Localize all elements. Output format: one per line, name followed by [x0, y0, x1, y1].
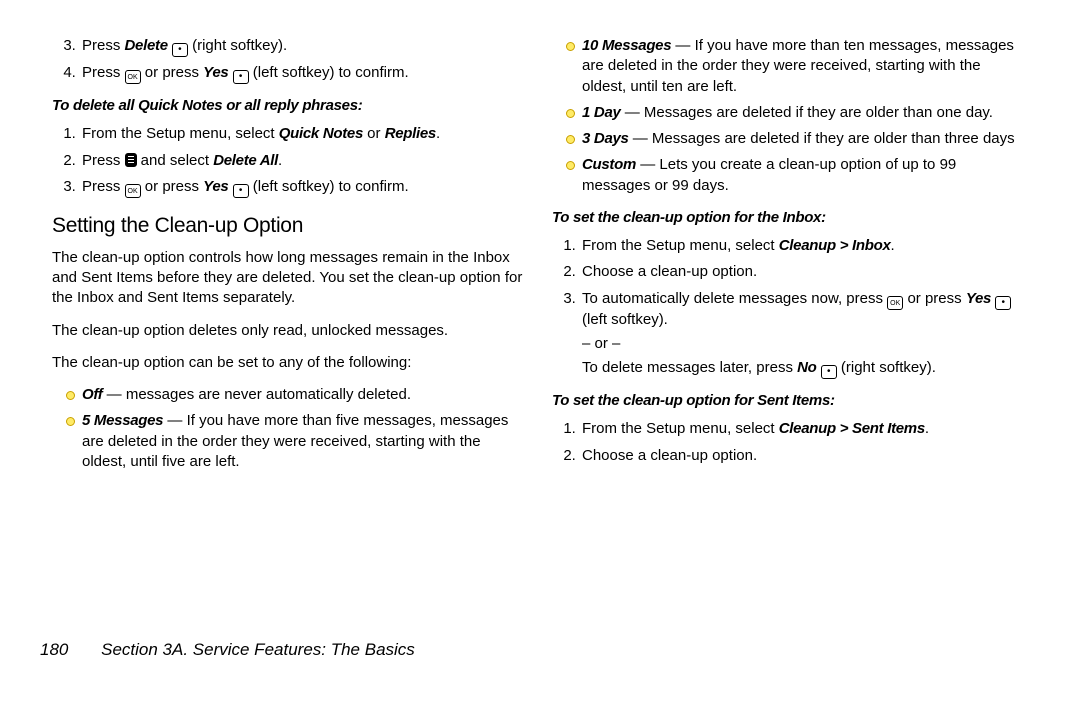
bold-label: 10 Messages	[582, 37, 671, 54]
section-heading: Setting the Clean-up Option	[52, 214, 528, 238]
text: — Lets you create a clean-up option of u…	[582, 156, 956, 193]
or-separator: – or –	[582, 334, 1028, 354]
list-item: From the Setup menu, select Cleanup > Se…	[580, 419, 1028, 439]
bold-label: Yes	[966, 290, 991, 307]
subheading: To set the clean-up option for the Inbox…	[552, 208, 1028, 228]
text: or press	[903, 290, 966, 307]
list-item: 5 Messages — If you have more than five …	[66, 411, 528, 472]
text: .	[278, 152, 282, 169]
bold-label: Cleanup > Inbox	[779, 237, 891, 254]
paragraph: The clean-up option can be set to any of…	[52, 353, 528, 373]
text: Press	[82, 64, 125, 81]
page-footer: 180 Section 3A. Service Features: The Ba…	[0, 640, 1080, 660]
bold-label: Delete	[125, 37, 168, 54]
text: or press	[141, 178, 204, 195]
softkey-icon	[995, 296, 1011, 310]
paragraph: The clean-up option deletes only read, u…	[52, 321, 528, 341]
menu-key-icon	[125, 153, 137, 167]
softkey-icon	[233, 184, 249, 198]
bold-label: 3 Days	[582, 130, 629, 147]
text: (left softkey).	[582, 311, 668, 328]
softkey-icon	[172, 43, 188, 57]
text: From the Setup menu, select	[82, 125, 279, 142]
bold-label: Cleanup > Sent Items	[779, 420, 925, 437]
steps-list-continued: Press Delete (right softkey). Press or p…	[52, 36, 528, 84]
list-item: To automatically delete messages now, pr…	[580, 289, 1028, 380]
text: — messages are never automatically delet…	[103, 386, 412, 403]
bold-label: Custom	[582, 156, 636, 173]
text: Press	[82, 37, 125, 54]
list-item: Custom — Lets you create a clean-up opti…	[566, 155, 1028, 196]
text: From the Setup menu, select	[582, 420, 779, 437]
ok-key-icon	[887, 296, 903, 310]
softkey-icon	[821, 365, 837, 379]
text: and select	[137, 152, 214, 169]
ok-key-icon	[125, 184, 141, 198]
bold-label: Yes	[203, 64, 228, 81]
left-column: Press Delete (right softkey). Press or p…	[40, 30, 540, 630]
list-item: From the Setup menu, select Quick Notes …	[80, 124, 528, 144]
right-column: 10 Messages — If you have more than ten …	[540, 30, 1040, 630]
text: To delete messages later, press	[582, 359, 797, 376]
list-item: 10 Messages — If you have more than ten …	[566, 36, 1028, 97]
bold-label: Off	[82, 386, 103, 403]
list-item: From the Setup menu, select Cleanup > In…	[580, 236, 1028, 256]
text: — Messages are deleted if they are older…	[629, 130, 1015, 147]
bold-label: 1 Day	[582, 104, 621, 121]
text: (right softkey).	[837, 359, 936, 376]
text: (right softkey).	[188, 37, 287, 54]
bold-label: No	[797, 359, 816, 376]
text: or press	[141, 64, 204, 81]
list-item: Choose a clean-up option.	[580, 446, 1028, 466]
list-item: Press or press Yes (left softkey) to con…	[80, 63, 528, 84]
bold-label: Replies	[385, 125, 436, 142]
bold-label: Yes	[203, 178, 228, 195]
steps-list: From the Setup menu, select Cleanup > In…	[552, 236, 1028, 379]
list-item: Press Delete (right softkey).	[80, 36, 528, 57]
steps-list: From the Setup menu, select Quick Notes …	[52, 124, 528, 198]
paragraph: The clean-up option controls how long me…	[52, 248, 528, 309]
bullet-list: Off — messages are never automatically d…	[52, 385, 528, 472]
list-item: Press or press Yes (left softkey) to con…	[80, 177, 528, 198]
list-item: Off — messages are never automatically d…	[66, 385, 528, 405]
bold-label: Delete All	[213, 152, 278, 169]
list-item: 1 Day — Messages are deleted if they are…	[566, 103, 1028, 123]
list-item: 3 Days — Messages are deleted if they ar…	[566, 129, 1028, 149]
steps-list: From the Setup menu, select Cleanup > Se…	[552, 419, 1028, 466]
softkey-icon	[233, 70, 249, 84]
text: To automatically delete messages now, pr…	[582, 290, 887, 307]
text: (left softkey) to confirm.	[249, 178, 409, 195]
text: (left softkey) to confirm.	[249, 64, 409, 81]
page-body: Press Delete (right softkey). Press or p…	[0, 0, 1080, 640]
list-item: Press and select Delete All.	[80, 151, 528, 171]
text: Press	[82, 178, 125, 195]
bold-label: Quick Notes	[279, 125, 363, 142]
bullet-list: 10 Messages — If you have more than ten …	[552, 36, 1028, 196]
text: .	[925, 420, 929, 437]
subheading: To set the clean-up option for Sent Item…	[552, 391, 1028, 411]
section-title: Section 3A. Service Features: The Basics	[101, 640, 415, 659]
subheading: To delete all Quick Notes or all reply p…	[52, 96, 528, 116]
text: .	[436, 125, 440, 142]
text: .	[891, 237, 895, 254]
text: or	[363, 125, 385, 142]
ok-key-icon	[125, 70, 141, 84]
list-item: Choose a clean-up option.	[580, 262, 1028, 282]
bold-label: 5 Messages	[82, 412, 163, 429]
text: — Messages are deleted if they are older…	[621, 104, 993, 121]
page-number: 180	[40, 640, 68, 659]
text: Press	[82, 152, 125, 169]
text: From the Setup menu, select	[582, 237, 779, 254]
